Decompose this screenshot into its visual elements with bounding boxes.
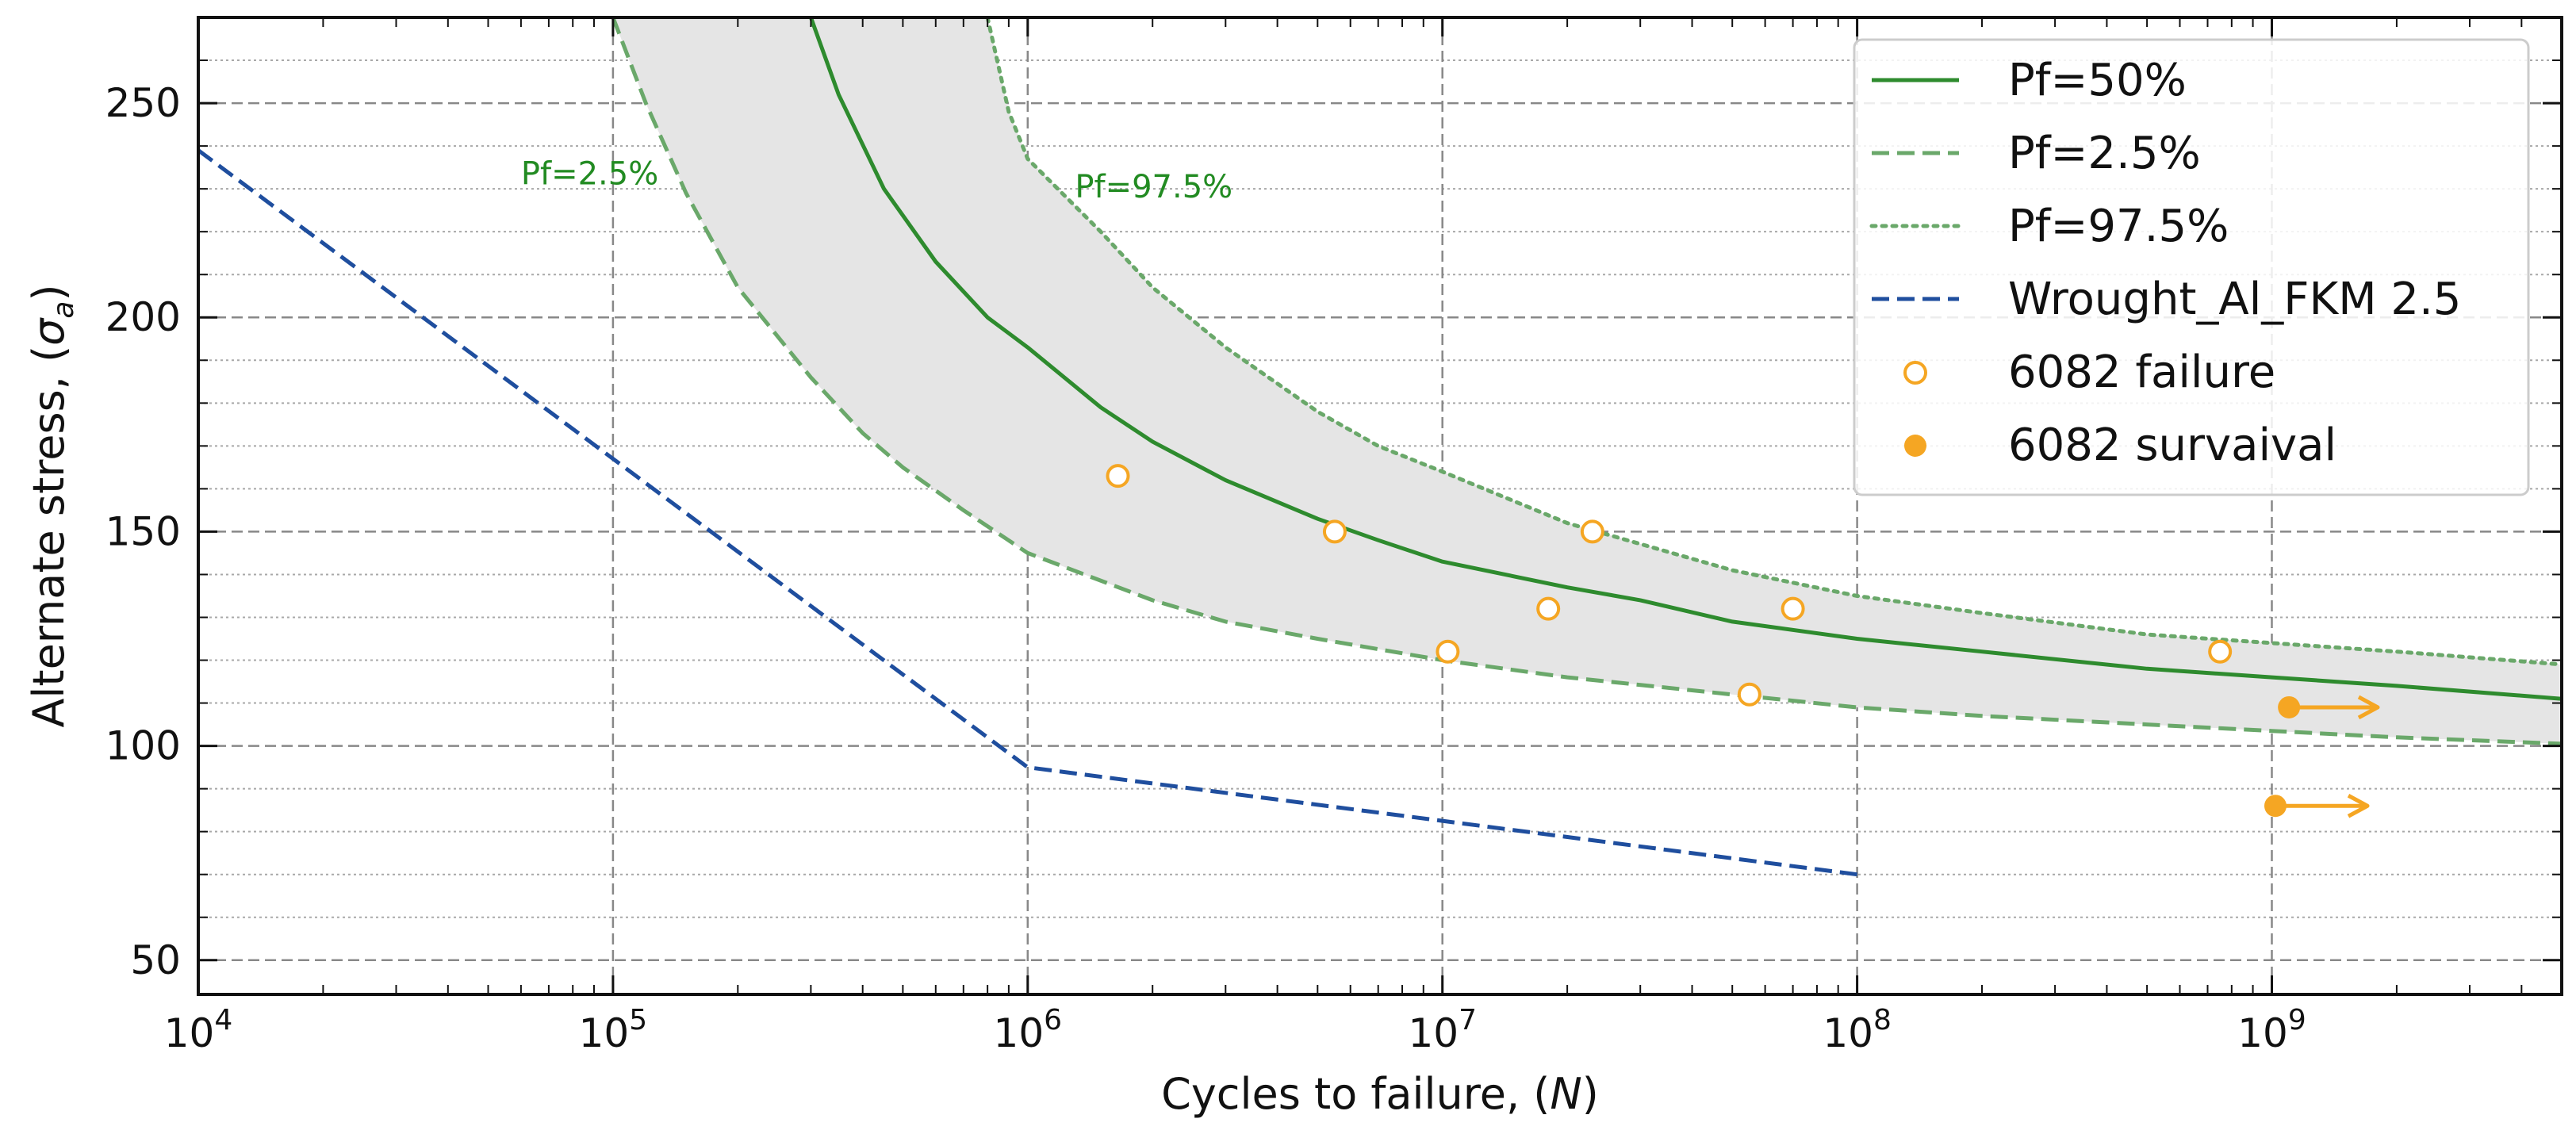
x-axis-label: Cycles to failure, (N) xyxy=(1161,1069,1599,1119)
plot-area xyxy=(198,17,2562,877)
legend-entry-fkm: Wrought_Al_FKM 2.5 xyxy=(1872,274,2461,325)
runout-arrowhead xyxy=(2347,794,2370,818)
failure-point xyxy=(2208,639,2233,664)
legend-entry-failure: 6082 failure xyxy=(1903,347,2275,398)
x-tick-label: 105 xyxy=(579,1004,648,1056)
legend-marker-survival xyxy=(1904,435,1926,457)
legend-marker-failure xyxy=(1903,361,1927,385)
y-tick-label: 150 xyxy=(105,508,181,554)
scatter-band xyxy=(612,17,2562,744)
y-tick-label: 100 xyxy=(105,723,181,769)
failure-point xyxy=(1580,519,1604,544)
x-tick-label: 106 xyxy=(994,1004,1063,1056)
legend-entry-pf50: Pf=50% xyxy=(1872,55,2187,106)
pf2-5-curve xyxy=(611,17,2562,746)
x-tick-label: 107 xyxy=(1408,1004,1477,1056)
legend-box xyxy=(1853,38,2530,496)
axis-ticks xyxy=(197,17,2562,994)
failure-point xyxy=(1106,464,1130,488)
curve-annotation: Pf=97.5% xyxy=(1075,169,1232,205)
legend-label-pf2-5: Pf=2.5% xyxy=(2008,128,2201,179)
pf97-5-curve xyxy=(985,17,2562,667)
failure-point xyxy=(1536,596,1561,621)
x-tick-label: 109 xyxy=(2237,1004,2306,1056)
annotations: Pf=2.5% Pf=97.5% xyxy=(521,156,1232,205)
failure-point xyxy=(1436,639,1460,664)
x-tick-label: 104 xyxy=(164,1004,233,1056)
legend-label-failure: 6082 failure xyxy=(2008,347,2275,398)
plot-frame xyxy=(197,16,2563,996)
x-tick-label: 108 xyxy=(1823,1004,1892,1056)
runout-arrowhead xyxy=(2357,695,2380,720)
legend-label-pf97-5: Pf=97.5% xyxy=(2008,201,2229,252)
fkm-curve xyxy=(198,148,1857,877)
failure-point xyxy=(1322,519,1347,544)
y-tick-label: 200 xyxy=(105,294,181,340)
legend-entry-pf2-5: Pf=2.5% xyxy=(1872,128,2201,179)
pf50-curve xyxy=(809,17,2562,701)
y-axis-label: Alternate stress, (σa) xyxy=(24,284,80,727)
legend: Pf=50% Pf=2.5% Pf=97.5% Wrought_Al_FKM 2… xyxy=(1853,38,2530,496)
survival-point xyxy=(2278,695,2301,718)
failure-point xyxy=(1737,682,1761,707)
survival-point xyxy=(2264,795,2287,818)
legend-entry-pf97-5: Pf=97.5% xyxy=(1869,201,2229,252)
y-tick-label: 50 xyxy=(130,937,181,983)
failure-point xyxy=(1781,596,1805,621)
y-tick-label: 250 xyxy=(105,80,181,126)
legend-label-survival: 6082 survaival xyxy=(2008,420,2336,471)
legend-entry-survival: 6082 survaival xyxy=(1904,420,2336,471)
curve-annotation: Pf=2.5% xyxy=(521,156,658,193)
y-tick-labels: 50 100 150 200 250 xyxy=(105,80,181,983)
legend-label-pf50: Pf=50% xyxy=(2008,55,2187,106)
legend-label-fkm: Wrought_Al_FKM 2.5 xyxy=(2008,274,2461,325)
x-tick-labels: 104 105 106 107 108 109 xyxy=(164,1004,2306,1056)
